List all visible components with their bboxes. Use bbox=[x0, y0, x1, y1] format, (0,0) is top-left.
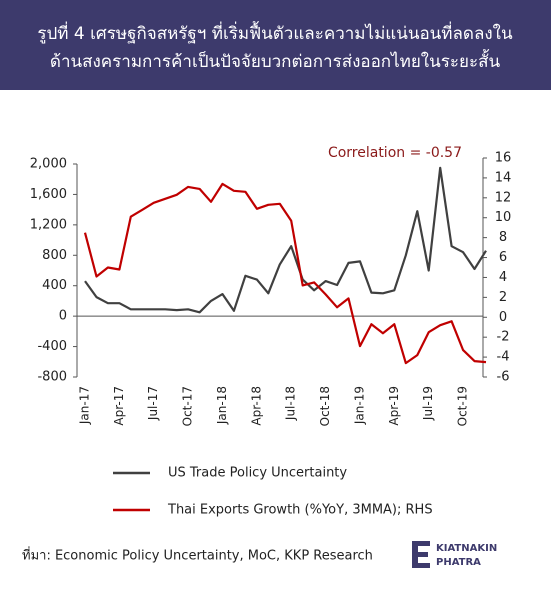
x-tick-label: Jan-19 bbox=[352, 386, 366, 425]
x-tick-label: Apr-18 bbox=[249, 386, 263, 426]
x-tick-label: Apr-17 bbox=[112, 386, 126, 426]
legend-label: US Trade Policy Uncertainty bbox=[168, 466, 347, 481]
y-tick-label: 2,000 bbox=[30, 157, 67, 172]
y-tick-label: 1,200 bbox=[30, 217, 67, 232]
x-tick-label: Jan-17 bbox=[78, 386, 92, 425]
y-tick-label: -800 bbox=[37, 370, 67, 385]
annotation: Correlation = -0.57 bbox=[328, 145, 462, 161]
y-tick-label: 1,600 bbox=[30, 187, 67, 202]
logo-text: PHATRA bbox=[436, 557, 481, 568]
y2-tick-label: -2 bbox=[497, 330, 510, 345]
y2-tick-label: 4 bbox=[499, 270, 507, 285]
y2-tick-label: 8 bbox=[499, 230, 507, 245]
source: ที่มา: Economic Policy Uncertainty, MoC,… bbox=[22, 547, 373, 564]
y2-tick-label: 10 bbox=[495, 210, 512, 225]
x-tick-label: Apr-19 bbox=[387, 386, 401, 426]
logo: KIATNAKIN PHATRA bbox=[412, 541, 497, 568]
y2-tick-label: -6 bbox=[497, 370, 510, 385]
logo-icon bbox=[412, 541, 430, 568]
y2-tick-label: 2 bbox=[499, 290, 507, 305]
x-tick-label: Jul-18 bbox=[284, 386, 298, 421]
x-tick-label: Jul-17 bbox=[146, 386, 160, 421]
y2-tick-label: 14 bbox=[495, 170, 512, 185]
header-band bbox=[0, 0, 551, 90]
y2-tick-label: 6 bbox=[499, 250, 507, 265]
y2-tick-label: -4 bbox=[497, 350, 510, 365]
x-tick-label: Jul-19 bbox=[421, 386, 435, 421]
y2-tick-label: 16 bbox=[495, 151, 512, 166]
chart-title: ด้านสงครามการค้าเป็นปัจจัยบวกต่อการส่งออ… bbox=[50, 49, 501, 72]
x-tick-label: Jan-18 bbox=[215, 386, 229, 425]
chart-title: รูปที่ 4 เศรษฐกิจสหรัฐฯ ที่เริ่มฟื้นตัวแ… bbox=[37, 21, 513, 44]
y2-tick-label: 12 bbox=[495, 190, 512, 205]
y-tick-label: 0 bbox=[59, 309, 67, 324]
legend-label: Thai Exports Growth (%YoY, 3MMA); RHS bbox=[167, 503, 433, 518]
x-tick-label: Oct-18 bbox=[318, 386, 332, 426]
y2-tick-label: 0 bbox=[499, 310, 507, 325]
y-tick-label: 800 bbox=[42, 248, 67, 263]
logo-text: KIATNAKIN bbox=[436, 543, 497, 554]
series-line bbox=[83, 182, 487, 365]
x-tick-label: Oct-19 bbox=[456, 386, 470, 426]
y-tick-label: 400 bbox=[42, 278, 67, 293]
y-tick-label: -400 bbox=[37, 339, 67, 354]
series-line bbox=[84, 166, 487, 314]
x-tick-label: Oct-17 bbox=[181, 386, 195, 426]
